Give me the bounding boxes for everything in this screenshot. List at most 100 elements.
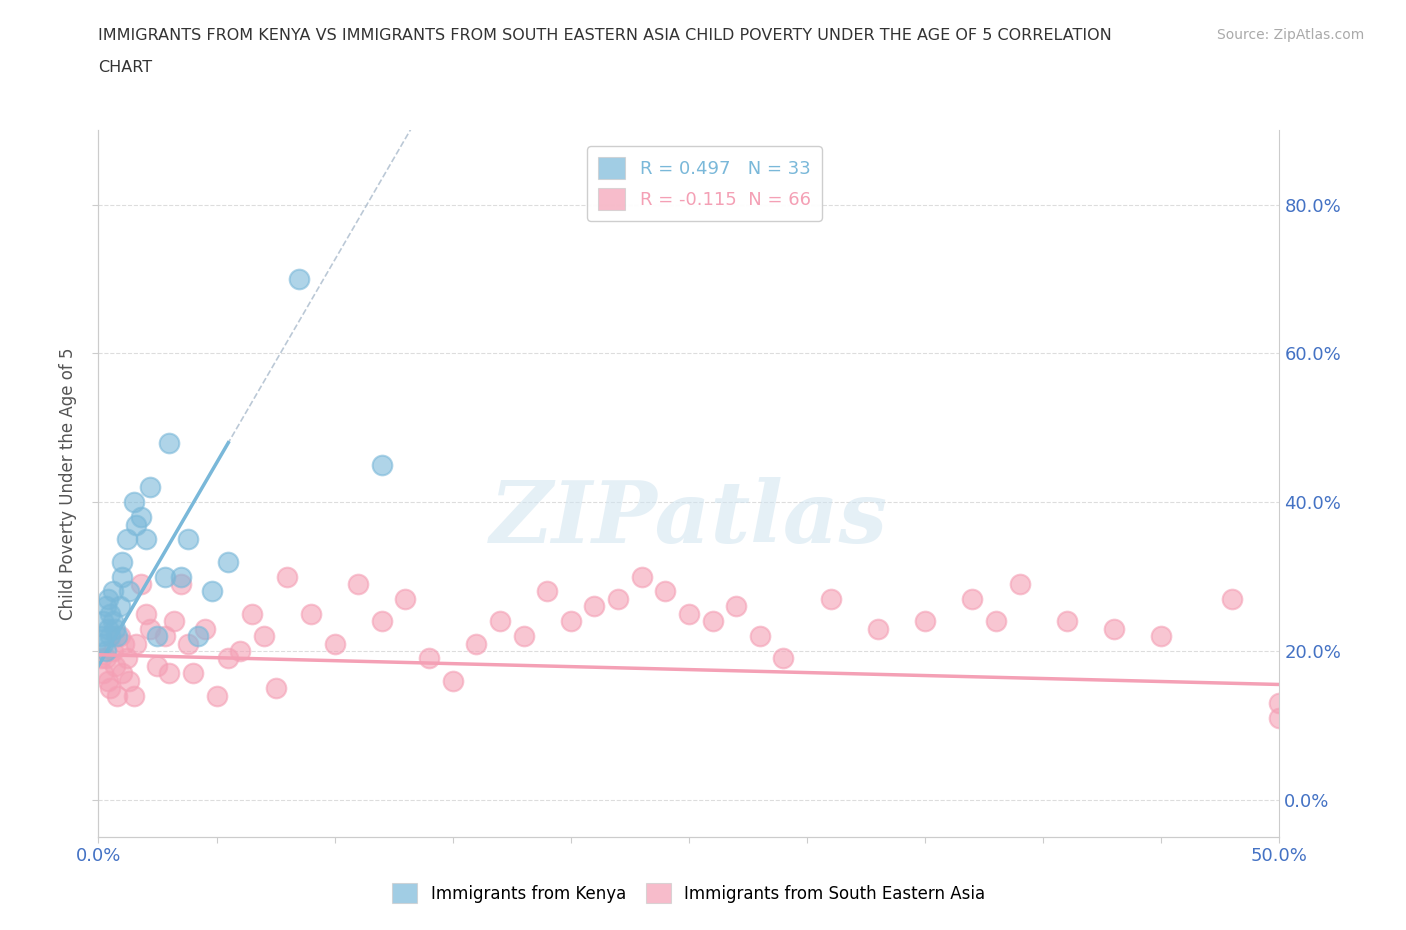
Point bbox=[984, 614, 1007, 629]
Point bbox=[97, 673, 120, 688]
Point bbox=[105, 629, 128, 644]
Point bbox=[111, 554, 134, 569]
Point bbox=[772, 651, 794, 666]
Point bbox=[560, 614, 582, 629]
Point bbox=[118, 584, 141, 599]
Point bbox=[146, 629, 169, 644]
Point bbox=[866, 621, 889, 636]
Point bbox=[90, 629, 112, 644]
Point bbox=[177, 532, 200, 547]
Point bbox=[678, 606, 700, 621]
Point bbox=[181, 666, 204, 681]
Point bbox=[122, 688, 145, 703]
Point bbox=[914, 614, 936, 629]
Point bbox=[125, 517, 148, 532]
Point bbox=[1102, 621, 1125, 636]
Point bbox=[217, 554, 239, 569]
Point bbox=[112, 636, 135, 651]
Point bbox=[146, 658, 169, 673]
Point bbox=[90, 651, 112, 666]
Point bbox=[201, 584, 224, 599]
Point bbox=[157, 666, 180, 681]
Point bbox=[101, 644, 124, 658]
Point bbox=[299, 606, 322, 621]
Text: Source: ZipAtlas.com: Source: ZipAtlas.com bbox=[1216, 28, 1364, 42]
Point bbox=[91, 614, 114, 629]
Point bbox=[101, 584, 124, 599]
Point bbox=[323, 636, 346, 651]
Point bbox=[217, 651, 239, 666]
Point bbox=[536, 584, 558, 599]
Point bbox=[394, 591, 416, 606]
Point bbox=[153, 629, 176, 644]
Point bbox=[94, 599, 117, 614]
Point bbox=[371, 458, 394, 472]
Point bbox=[177, 636, 200, 651]
Point bbox=[157, 435, 180, 450]
Point bbox=[135, 532, 157, 547]
Point bbox=[94, 651, 117, 666]
Point bbox=[347, 577, 370, 591]
Point bbox=[101, 614, 124, 629]
Point bbox=[98, 606, 121, 621]
Point bbox=[115, 532, 138, 547]
Point bbox=[125, 636, 148, 651]
Point bbox=[97, 621, 120, 636]
Point bbox=[108, 629, 131, 644]
Point bbox=[135, 606, 157, 621]
Point bbox=[139, 621, 162, 636]
Point bbox=[264, 681, 287, 696]
Point bbox=[240, 606, 263, 621]
Point bbox=[170, 569, 193, 584]
Point bbox=[98, 629, 121, 644]
Point bbox=[962, 591, 984, 606]
Point bbox=[1150, 629, 1173, 644]
Point bbox=[91, 636, 114, 651]
Point bbox=[104, 658, 127, 673]
Point bbox=[170, 577, 193, 591]
Point bbox=[441, 673, 464, 688]
Point bbox=[94, 644, 117, 658]
Point bbox=[418, 651, 440, 666]
Point bbox=[607, 591, 630, 606]
Point bbox=[253, 629, 276, 644]
Point bbox=[129, 577, 152, 591]
Point bbox=[111, 569, 134, 584]
Point bbox=[153, 569, 176, 584]
Point bbox=[630, 569, 652, 584]
Point bbox=[91, 666, 114, 681]
Legend: Immigrants from Kenya, Immigrants from South Eastern Asia: Immigrants from Kenya, Immigrants from S… bbox=[385, 876, 993, 910]
Text: ZIPatlas: ZIPatlas bbox=[489, 477, 889, 561]
Point bbox=[118, 673, 141, 688]
Text: IMMIGRANTS FROM KENYA VS IMMIGRANTS FROM SOUTH EASTERN ASIA CHILD POVERTY UNDER : IMMIGRANTS FROM KENYA VS IMMIGRANTS FROM… bbox=[98, 28, 1112, 43]
Point bbox=[1220, 591, 1243, 606]
Point bbox=[139, 480, 162, 495]
Point bbox=[512, 629, 534, 644]
Point bbox=[187, 629, 209, 644]
Point bbox=[111, 666, 134, 681]
Point bbox=[1056, 614, 1078, 629]
Point bbox=[748, 629, 770, 644]
Point bbox=[105, 688, 128, 703]
Point bbox=[654, 584, 676, 599]
Point bbox=[276, 569, 298, 584]
Point bbox=[1268, 711, 1291, 725]
Point bbox=[465, 636, 488, 651]
Point bbox=[288, 272, 311, 286]
Point bbox=[205, 688, 228, 703]
Point bbox=[702, 614, 724, 629]
Point bbox=[229, 644, 252, 658]
Point bbox=[104, 621, 127, 636]
Point bbox=[725, 599, 748, 614]
Point bbox=[122, 495, 145, 510]
Point bbox=[194, 621, 217, 636]
Point bbox=[1008, 577, 1031, 591]
Text: CHART: CHART bbox=[98, 60, 152, 75]
Point bbox=[371, 614, 394, 629]
Point bbox=[820, 591, 842, 606]
Y-axis label: Child Poverty Under the Age of 5: Child Poverty Under the Age of 5 bbox=[59, 347, 77, 620]
Point bbox=[1268, 696, 1291, 711]
Point bbox=[489, 614, 512, 629]
Point bbox=[97, 591, 120, 606]
Point bbox=[163, 614, 186, 629]
